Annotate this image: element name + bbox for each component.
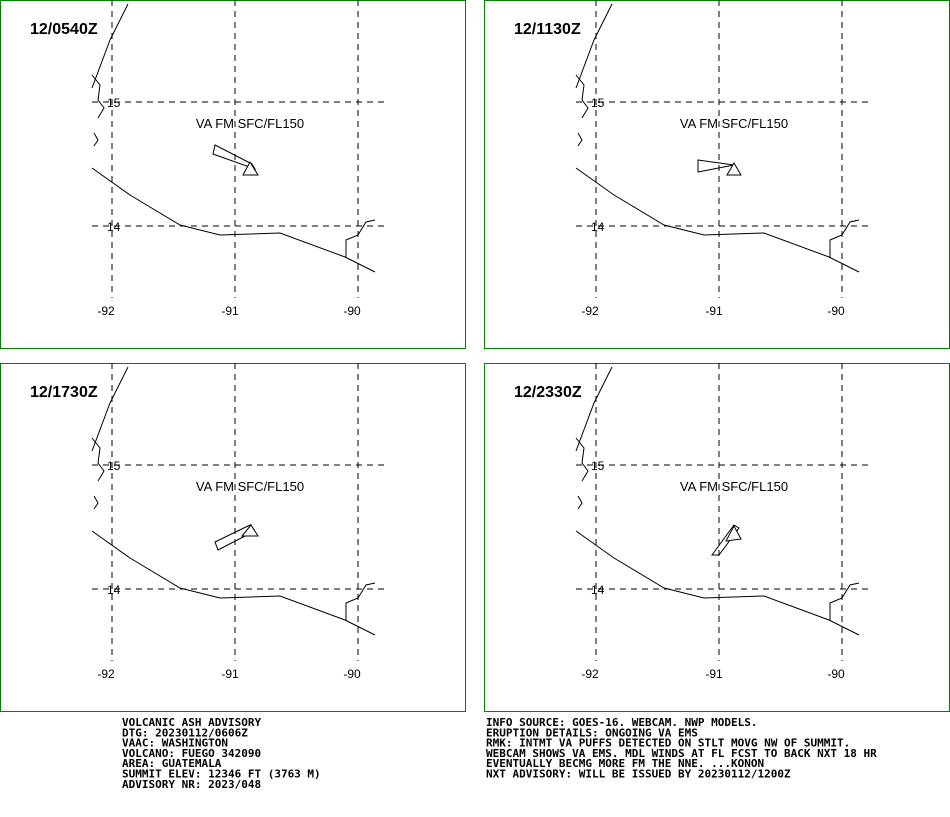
panel: 12/1730Z VA FM SFC/FL150 15 14 -92 -91 -90	[0, 362, 466, 712]
lon-label: -91	[221, 304, 239, 318]
ash-area	[697, 159, 735, 173]
advisory-line: DTG: 20230112/0606Z	[122, 726, 248, 739]
lat-label: 14	[591, 583, 605, 597]
lat-label: 15	[591, 96, 605, 110]
advisory-line: VAAC: WASHINGTON	[122, 737, 228, 750]
ash-area	[711, 524, 740, 556]
valid-time: 12/1130Z	[514, 21, 581, 38]
panel: 12/0540Z VA FM SFC/FL150 15 14 -92 -91 -90	[0, 0, 466, 349]
lon-label: -91	[705, 667, 723, 681]
lon-label: -92	[581, 304, 599, 318]
advisory-line: VOLCANIC ASH ADVISORY	[122, 716, 261, 729]
ash-label: VA FM SFC/FL150	[680, 479, 788, 494]
advisory-line: VOLCANO: FUEGO 342090	[122, 747, 261, 760]
advisory-line: SUMMIT ELEV: 12346 FT (3763 M)	[122, 768, 321, 781]
lon-label: -92	[97, 304, 115, 318]
panel: 12/2330Z VA FM SFC/FL150 15 14 -92 -91 -90	[484, 362, 950, 712]
lon-label: -91	[221, 667, 239, 681]
advisory-line: ADVISORY NR: 2023/048	[122, 778, 261, 791]
valid-time: 12/1730Z	[30, 384, 98, 401]
volcano-marker	[725, 524, 742, 542]
volcano-marker	[240, 524, 259, 537]
volcano-marker	[242, 160, 259, 176]
valid-time: 12/2330Z	[514, 384, 582, 401]
lat-label: 14	[591, 220, 605, 234]
lat-label: 15	[591, 459, 605, 473]
advisory-line: RMK: INTMT VA PUFFS DETECTED ON STLT MOV…	[486, 737, 850, 750]
advisory-line: AREA: GUATEMALA	[122, 757, 222, 770]
advisory-line: INFO SOURCE: GOES-16. WEBCAM. NWP MODELS…	[486, 716, 758, 729]
ash-label: VA FM SFC/FL150	[196, 479, 304, 494]
lon-label: -92	[581, 667, 599, 681]
advisory-line: WEBCAM SHOWS VA EMS. MDL WINDS AT FL FCS…	[486, 747, 877, 760]
advisory-line: NXT ADVISORY: WILL BE ISSUED BY 20230112…	[486, 768, 791, 781]
lon-label: -90	[827, 304, 845, 318]
lat-label: 14	[107, 583, 121, 597]
ash-label: VA FM SFC/FL150	[196, 116, 304, 131]
ash-label: VA FM SFC/FL150	[680, 116, 788, 131]
ash-area	[212, 144, 257, 170]
panel: 12/1130Z VA FM SFC/FL150 15 14 -92 -91 -90	[484, 0, 950, 349]
lon-label: -90	[343, 304, 361, 318]
lon-label: -92	[97, 667, 115, 681]
advisory-line: ERUPTION DETAILS: ONGOING VA EMS	[486, 726, 698, 739]
lat-label: 15	[107, 459, 121, 473]
lon-label: -90	[827, 667, 845, 681]
lon-label: -91	[705, 304, 723, 318]
volcano-marker	[726, 162, 742, 176]
advisory-line: EVENTUALLY BECMG MORE FM THE NNE. ...KON…	[486, 757, 764, 770]
lon-label: -90	[343, 667, 361, 681]
lat-label: 15	[107, 96, 121, 110]
lat-label: 14	[107, 220, 121, 234]
valid-time: 12/0540Z	[30, 21, 98, 38]
